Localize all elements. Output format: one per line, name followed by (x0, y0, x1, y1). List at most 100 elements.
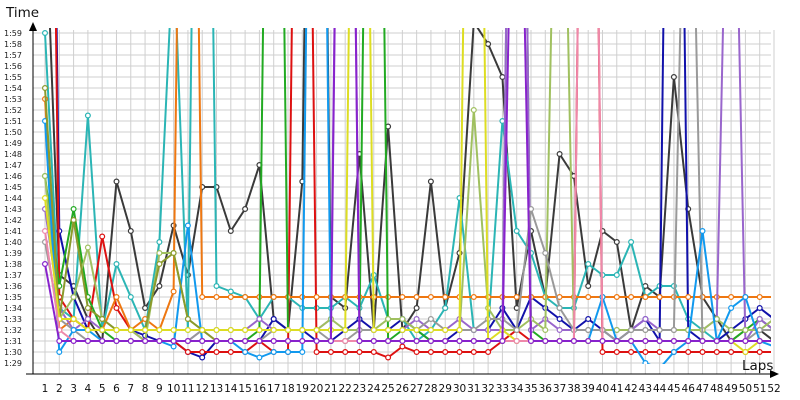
y-tick-label: 1:55 (4, 73, 22, 82)
data-point (685, 294, 692, 301)
data-point (742, 349, 749, 356)
y-tick-labels: 1:29 1:30 1:31 1:32 1:33 1:34 1:35 1:36 1:37 1:38… (4, 29, 22, 368)
data-point (699, 338, 706, 345)
data-point (513, 228, 520, 235)
data-point (413, 294, 420, 301)
data-point (370, 327, 377, 334)
x-tick-label: 27 (410, 383, 423, 395)
data-point (227, 228, 234, 235)
data-point (442, 305, 449, 312)
data-point (313, 338, 320, 345)
data-point (456, 338, 463, 345)
data-point (499, 338, 506, 345)
data-point (613, 349, 620, 356)
data-point (213, 349, 220, 356)
data-point (113, 305, 120, 312)
x-tick-labels: 1 2 3 4 5 6 7 8 9 10 11 12 13 14 15 16 17 18 19 20 21 22 23 24 2… (42, 383, 781, 395)
data-point (170, 338, 177, 345)
data-point (84, 327, 91, 334)
data-point (628, 294, 635, 301)
data-point (70, 327, 77, 334)
data-point (170, 343, 177, 350)
data-point (670, 338, 677, 345)
data-point (270, 327, 277, 334)
data-point (41, 195, 48, 202)
y-tick-label: 1:34 (4, 304, 22, 313)
data-point (256, 354, 263, 361)
data-point (628, 327, 635, 334)
data-point (184, 327, 191, 334)
data-point (656, 349, 663, 356)
axes (26, 22, 779, 378)
x-tick-label: 11 (181, 383, 194, 395)
data-point (599, 338, 606, 345)
data-point (327, 349, 334, 356)
data-point (285, 327, 292, 334)
data-point (227, 327, 234, 334)
data-point (313, 327, 320, 334)
data-point (313, 349, 320, 356)
data-point (127, 338, 134, 345)
x-tick-label: 49 (724, 383, 737, 395)
data-point (99, 316, 106, 323)
data-point (728, 305, 735, 312)
data-point (642, 294, 649, 301)
x-tick-label: 46 (682, 383, 696, 395)
x-tick-label: 17 (267, 383, 280, 395)
y-tick-label: 1:37 (4, 271, 22, 280)
data-point (270, 294, 277, 301)
data-point (385, 354, 392, 361)
x-tick-label: 29 (439, 383, 452, 395)
data-point (227, 349, 234, 356)
x-tick-label: 10 (167, 383, 180, 395)
data-point (213, 283, 220, 290)
data-point (299, 349, 306, 356)
series-line (55, 28, 771, 359)
data-point (399, 294, 406, 301)
x-tick-label: 26 (396, 383, 410, 395)
data-point (756, 305, 763, 312)
data-point (70, 316, 77, 323)
data-point (427, 178, 434, 185)
data-point (156, 239, 163, 246)
data-point (227, 338, 234, 345)
data-point (628, 239, 635, 246)
x-tick-label: 35 (524, 383, 537, 395)
data-point (728, 338, 735, 345)
x-tick-label: 4 (85, 383, 92, 395)
x-tick-label: 8 (142, 383, 149, 395)
data-point (670, 327, 677, 334)
data-point (356, 349, 363, 356)
data-point (713, 349, 720, 356)
data-point (227, 294, 234, 301)
data-point (285, 338, 292, 345)
data-point (84, 338, 91, 345)
x-tick-label: 44 (653, 383, 667, 395)
data-point (156, 283, 163, 290)
data-point (156, 250, 163, 257)
series-12 (41, 28, 771, 356)
data-point (199, 294, 206, 301)
series-11 (41, 84, 771, 345)
data-point (342, 327, 349, 334)
data-point (41, 30, 48, 37)
y-tick-label: 1:54 (4, 84, 22, 93)
y-tick-label: 1:36 (4, 282, 22, 291)
x-tick-label: 47 (696, 383, 709, 395)
data-point (199, 349, 206, 356)
x-tick-label: 31 (467, 383, 480, 395)
data-point (184, 222, 191, 229)
data-point (427, 294, 434, 301)
data-point (70, 294, 77, 301)
data-point (70, 217, 77, 224)
data-point (642, 349, 649, 356)
data-point (470, 349, 477, 356)
data-point (156, 261, 163, 268)
data-point (413, 349, 420, 356)
data-point (356, 338, 363, 345)
y-tick-label: 1:45 (4, 183, 22, 192)
data-point (513, 338, 520, 345)
data-point (656, 294, 663, 301)
x-tick-label: 40 (596, 383, 609, 395)
x-tick-label: 1 (42, 383, 49, 395)
